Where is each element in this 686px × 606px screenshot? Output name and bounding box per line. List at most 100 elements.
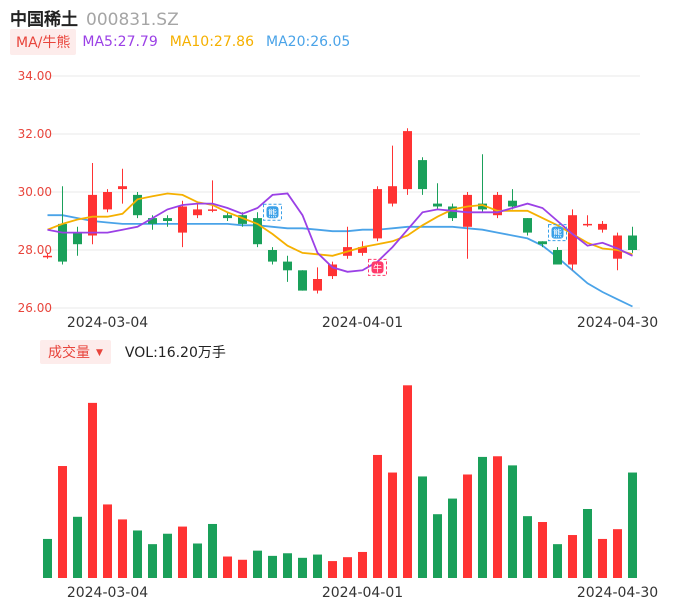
volume-bar [268,555,277,578]
volume-bar [598,538,607,578]
volume-bar [283,553,292,578]
candle-body [103,192,112,210]
candle-body [598,223,607,230]
bear-signal-marker: 熊 [548,224,567,242]
ma5-value: MA5:27.79 [82,34,158,50]
candle-body [163,218,172,221]
volume-indicator-dropdown[interactable]: 成交量 ▼ [40,340,111,364]
candle-body [118,186,127,190]
candle-body [538,241,547,245]
candle-body [58,223,67,262]
price-tick-label: 30.00 [18,185,52,199]
candle-body [583,223,592,226]
volume-bar [478,456,487,578]
ma5-line [47,192,633,273]
candle-body [568,215,577,265]
candle-body [208,209,217,211]
ma10-line [47,192,633,257]
candle-body [313,279,322,291]
candle-body [358,247,367,253]
candles [43,128,637,294]
signal-badge [551,226,564,239]
ma20-series [47,214,633,308]
caret-down-icon: ▼ [96,348,103,358]
stock-name: 中国稀土 [10,10,78,30]
volume-date-tick-label: 2024-04-01 [322,585,403,601]
volume-bar [388,472,397,578]
date-axis: 2024-03-04 2024-04-01 2024-04-30 [67,315,658,331]
candle-body [148,218,157,224]
candle-body [88,194,97,236]
ma-indicator-toggle[interactable]: MA/牛熊 [10,29,77,55]
bull-signal-marker: 牛 [368,258,387,276]
price-tick-label: 28.00 [18,243,52,257]
volume-date-tick-label: 2024-04-30 [577,585,658,601]
volume-bar [328,561,337,578]
volume-bar [313,554,322,578]
price-tick-label: 34.00 [18,69,52,83]
candle-body [253,218,262,245]
signal-badge [266,206,279,219]
volume-bar [73,516,82,578]
candle-body [43,255,52,258]
candle-body [508,200,517,207]
volume-bar [88,402,97,578]
volume-bar [568,535,577,578]
volume-bar [523,516,532,578]
volume-bar [298,557,307,578]
date-tick-label: 2024-04-01 [322,315,403,331]
volume-bar [403,385,412,578]
price-axis: 34.00 32.00 30.00 28.00 26.00 [18,69,52,315]
stock-header: 中国稀土 000831.SZ [10,5,179,30]
candle-body [283,261,292,271]
volume-bar [463,474,472,578]
volume-bar [163,533,172,578]
candle-body [553,250,562,265]
ma20-value: MA20:26.05 [266,34,351,50]
volume-bar [103,504,112,578]
candle-body [628,235,637,250]
volume-bar [133,530,142,578]
volume-bar [223,556,232,578]
volume-bar [613,529,622,578]
volume-bar [178,526,187,578]
ma-legend: MA/牛熊 MA5:27.79 MA10:27.86 MA20:26.05 [10,29,362,55]
volume-bar [628,472,637,578]
candle-body [238,215,247,224]
signal-label: 牛 [373,262,382,274]
candle-body [613,235,622,259]
volume-bar [448,498,457,578]
bear-signal-marker: 熊 [263,203,282,221]
volume-bar [538,522,547,578]
volume-bar [553,544,562,578]
volume-bar [508,465,517,578]
candle-body [403,131,412,190]
volume-bar [43,538,52,578]
volume-bar [208,523,217,578]
ma-series [47,192,633,273]
volume-bar [193,543,202,578]
candle-body [328,264,337,277]
date-tick-label: 2024-04-30 [577,315,658,331]
candle-body [178,206,187,233]
volume-bar [358,551,367,578]
volume-bar [148,544,157,578]
volume-legend: 成交量 ▼ VOL:16.20万手 [40,340,226,364]
price-tick-label: 32.00 [18,127,52,141]
volume-bars [43,385,637,578]
volume-dropdown-label: 成交量 [48,345,90,361]
signal-frame [368,258,387,276]
stock-code: 000831.SZ [86,10,179,30]
volume-bar [58,466,67,578]
candle-body [493,194,502,216]
candle-body [268,250,277,262]
candle-body [418,160,427,190]
volume-bar [238,559,247,578]
ma10-value: MA10:27.86 [169,34,255,50]
volume-bar [118,519,127,578]
signal-frame [548,224,567,242]
signal-label: 熊 [268,207,277,219]
volume-bar [418,476,427,578]
candle-body [463,194,472,227]
